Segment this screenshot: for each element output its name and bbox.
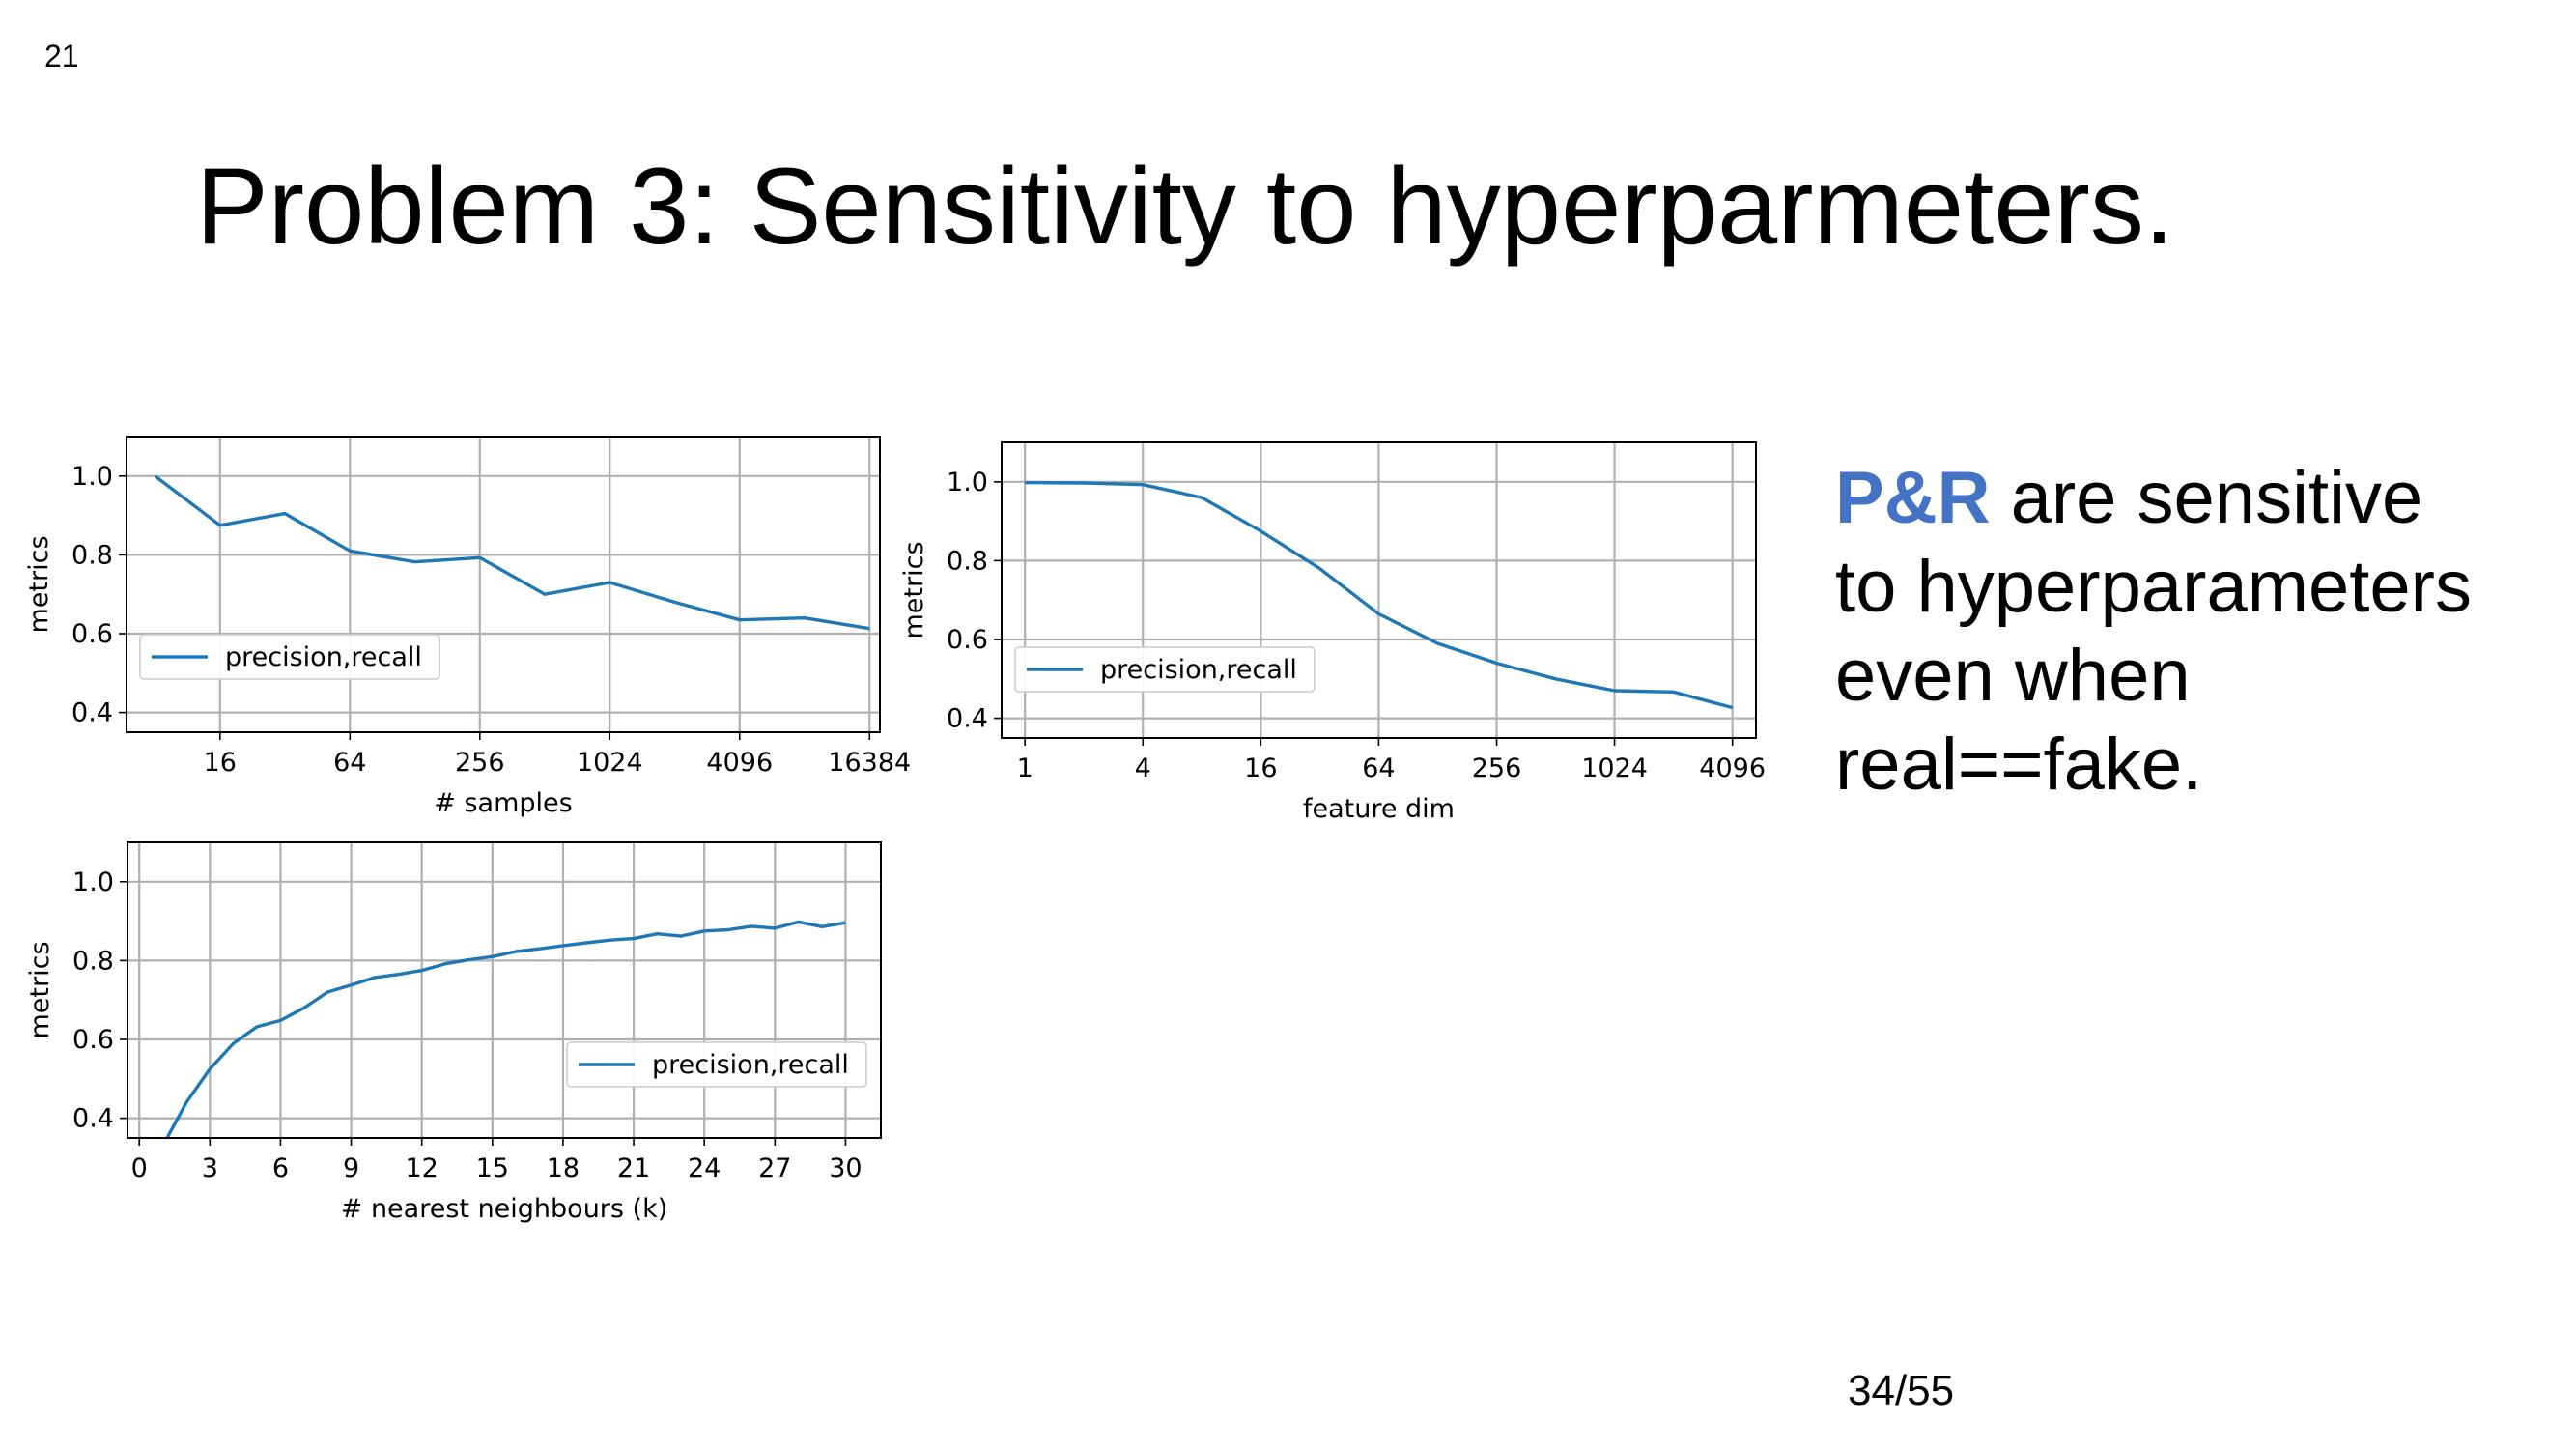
legend: precision,recall — [1014, 646, 1316, 693]
plot: 16 64 256 1024 4096 16384 0.4 0.6 0.8 1.0 # sample… — [24, 436, 911, 818]
x-tick-label: 4 — [1135, 753, 1151, 783]
series-line-precision-recall — [154, 474, 870, 631]
y-tick-label: 0.4 — [947, 704, 988, 734]
y-axis-label: metrics — [25, 941, 55, 1038]
x-tick-label: 24 — [688, 1153, 721, 1183]
legend-box — [1014, 646, 1316, 693]
chart-samples-svg: 16 64 256 1024 4096 16384 0.4 0.6 0.8 1.0 # sample… — [24, 436, 911, 818]
side-note-line1: P&R are sensitive — [1835, 454, 2550, 543]
chart-feature-dim: 1 4 16 64 256 1024 4096 0.4 0.6 0.8 1.0 feature dim… — [889, 430, 1797, 836]
plot: 1 4 16 64 256 1024 4096 0.4 0.6 0.8 1.0 feature dim… — [899, 441, 1766, 824]
legend-box — [566, 1041, 867, 1088]
chart-samples: 16 64 256 1024 4096 16384 0.4 0.6 0.8 1.0 # sample… — [0, 425, 911, 831]
x-tick-label: 256 — [455, 748, 505, 778]
x-tick-label: 64 — [333, 748, 366, 778]
legend: precision,recall — [566, 1041, 867, 1088]
series-line-precision-recall — [165, 920, 846, 1138]
x-tick-label: 30 — [829, 1153, 862, 1183]
y-tick-label: 0.6 — [71, 619, 113, 649]
side-note-line3: even when — [1835, 635, 2191, 717]
y-tick-label: 0.4 — [72, 1104, 114, 1134]
x-tick-label: 27 — [758, 1153, 791, 1183]
slide-number: 21 — [44, 39, 79, 73]
x-tick-label: 4096 — [706, 748, 773, 778]
legend: precision,recall — [139, 634, 440, 680]
x-tick-label: 1024 — [1581, 753, 1648, 783]
chart-nearest-neighbours: 0 3 6 9 12 15 18 21 24 27 30 0.4 0.6 0.8 1.0 # nearest … — [0, 831, 908, 1236]
y-tick-label: 1.0 — [947, 468, 988, 497]
y-tick-label: 0.4 — [71, 698, 113, 728]
x-axis-label: feature dim — [1303, 794, 1455, 824]
x-tick-label: 21 — [617, 1153, 650, 1183]
axes-frame — [126, 436, 881, 733]
chart-nearest-neighbours-svg: 0 3 6 9 12 15 18 21 24 27 30 0.4 0.6 0.8 1.0 # nearest … — [25, 841, 882, 1224]
series-line-precision-recall — [1025, 480, 1734, 710]
y-axis-label: metrics — [24, 535, 54, 633]
y-axis-label: metrics — [899, 541, 929, 639]
x-tick-label: 1 — [1017, 753, 1033, 783]
y-tick-label: 0.8 — [72, 946, 114, 976]
y-tick-label: 0.6 — [72, 1025, 114, 1055]
x-tick-label: 256 — [1472, 753, 1522, 783]
side-note: P&R are sensitive to hyperparameters eve… — [1835, 454, 2550, 810]
x-tick-label: 16 — [1244, 753, 1277, 783]
y-tick-label: 1.0 — [71, 462, 113, 492]
x-axis-label: # samples — [434, 788, 572, 818]
x-tick-label: 16 — [204, 748, 237, 778]
x-tick-label: 1024 — [577, 748, 643, 778]
x-axis-label: # nearest neighbours (k) — [341, 1194, 668, 1224]
x-tick-label: 9 — [343, 1153, 359, 1183]
axes-frame — [127, 841, 882, 1139]
x-tick-label: 64 — [1362, 753, 1395, 783]
side-note-highlight: P&R — [1835, 457, 1991, 539]
legend-label: precision,recall — [1100, 655, 1297, 685]
y-tick-label: 1.0 — [72, 867, 114, 897]
x-tick-label: 18 — [547, 1153, 580, 1183]
side-note-line4: real==fake. — [1835, 724, 2203, 806]
x-tick-label: 4096 — [1699, 753, 1766, 783]
page-number: 34/55 — [1848, 1367, 1955, 1414]
y-tick-label: 0.6 — [947, 625, 988, 655]
chart-feature-dim-svg: 1 4 16 64 256 1024 4096 0.4 0.6 0.8 1.0 feature dim… — [899, 441, 1766, 824]
legend-box — [139, 634, 440, 680]
slide-title: Problem 3: Sensitivity to hyperparmeters… — [196, 146, 2174, 267]
side-note-line1-rest: are sensitive — [1990, 457, 2423, 539]
x-tick-label: 6 — [272, 1153, 289, 1183]
legend-label: precision,recall — [225, 642, 422, 672]
legend-label: precision,recall — [652, 1050, 849, 1080]
y-tick-label: 0.8 — [947, 546, 988, 576]
x-tick-label: 0 — [131, 1153, 148, 1183]
y-tick-label: 0.8 — [71, 540, 113, 570]
x-tick-label: 3 — [202, 1153, 218, 1183]
x-tick-label: 15 — [476, 1153, 509, 1183]
x-tick-label: 12 — [406, 1153, 439, 1183]
side-note-line2: to hyperparameters — [1835, 546, 2472, 628]
x-tick-label: 16384 — [828, 748, 911, 778]
plot: 0 3 6 9 12 15 18 21 24 27 30 0.4 0.6 0.8 1.0 # nearest … — [25, 841, 882, 1224]
